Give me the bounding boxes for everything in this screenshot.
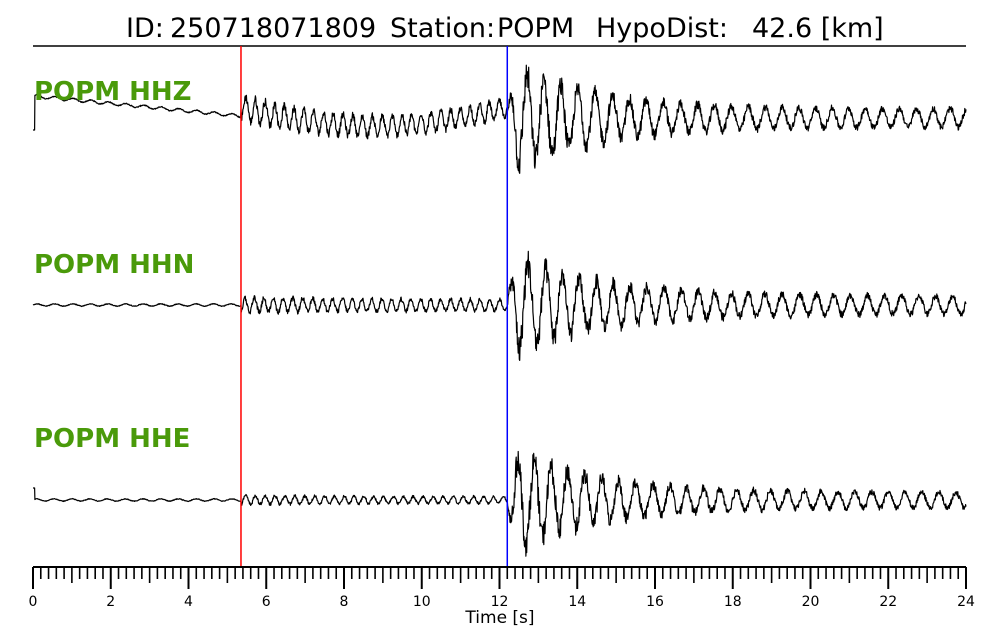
channel-label-hhn: POPM HHN (34, 250, 194, 280)
title-station-label: Station: (390, 13, 495, 44)
title-id-value: 250718071809 (170, 13, 376, 44)
title-id-label: ID: (126, 13, 164, 44)
x-tick-label: 18 (724, 594, 742, 610)
trace-hhz (32, 64, 967, 174)
x-tick-label: 24 (957, 594, 975, 610)
x-axis-label: Time [s] (464, 608, 534, 628)
waveform-traces (32, 64, 967, 557)
x-tick-label: 8 (340, 594, 349, 610)
x-tick-label: 2 (106, 594, 115, 610)
x-tick-label: 16 (646, 594, 664, 610)
x-tick-label: 22 (879, 594, 897, 610)
trace-hhn (32, 250, 967, 361)
x-tick-label: 6 (262, 594, 271, 610)
channel-label-hhz: POPM HHZ (34, 77, 192, 107)
title-station-value: POPM (497, 13, 574, 44)
title-hypodist-label: HypoDist: (596, 13, 728, 44)
x-tick-label: 20 (802, 594, 820, 610)
x-tick-label: 10 (413, 594, 431, 610)
x-tick-label: 14 (568, 594, 586, 610)
x-tick-label: 12 (491, 594, 509, 610)
time-axis: 0 2 4 6 8 10 12 14 16 18 20 22 24 (29, 566, 975, 610)
title-hypodist-value: 42.6 [km] (752, 13, 884, 44)
trace-hhe (32, 450, 967, 557)
x-tick-label: 4 (184, 594, 193, 610)
channel-label-hhe: POPM HHE (34, 424, 190, 454)
x-tick-label: 0 (29, 594, 38, 610)
phase-pick-lines (240, 46, 509, 567)
